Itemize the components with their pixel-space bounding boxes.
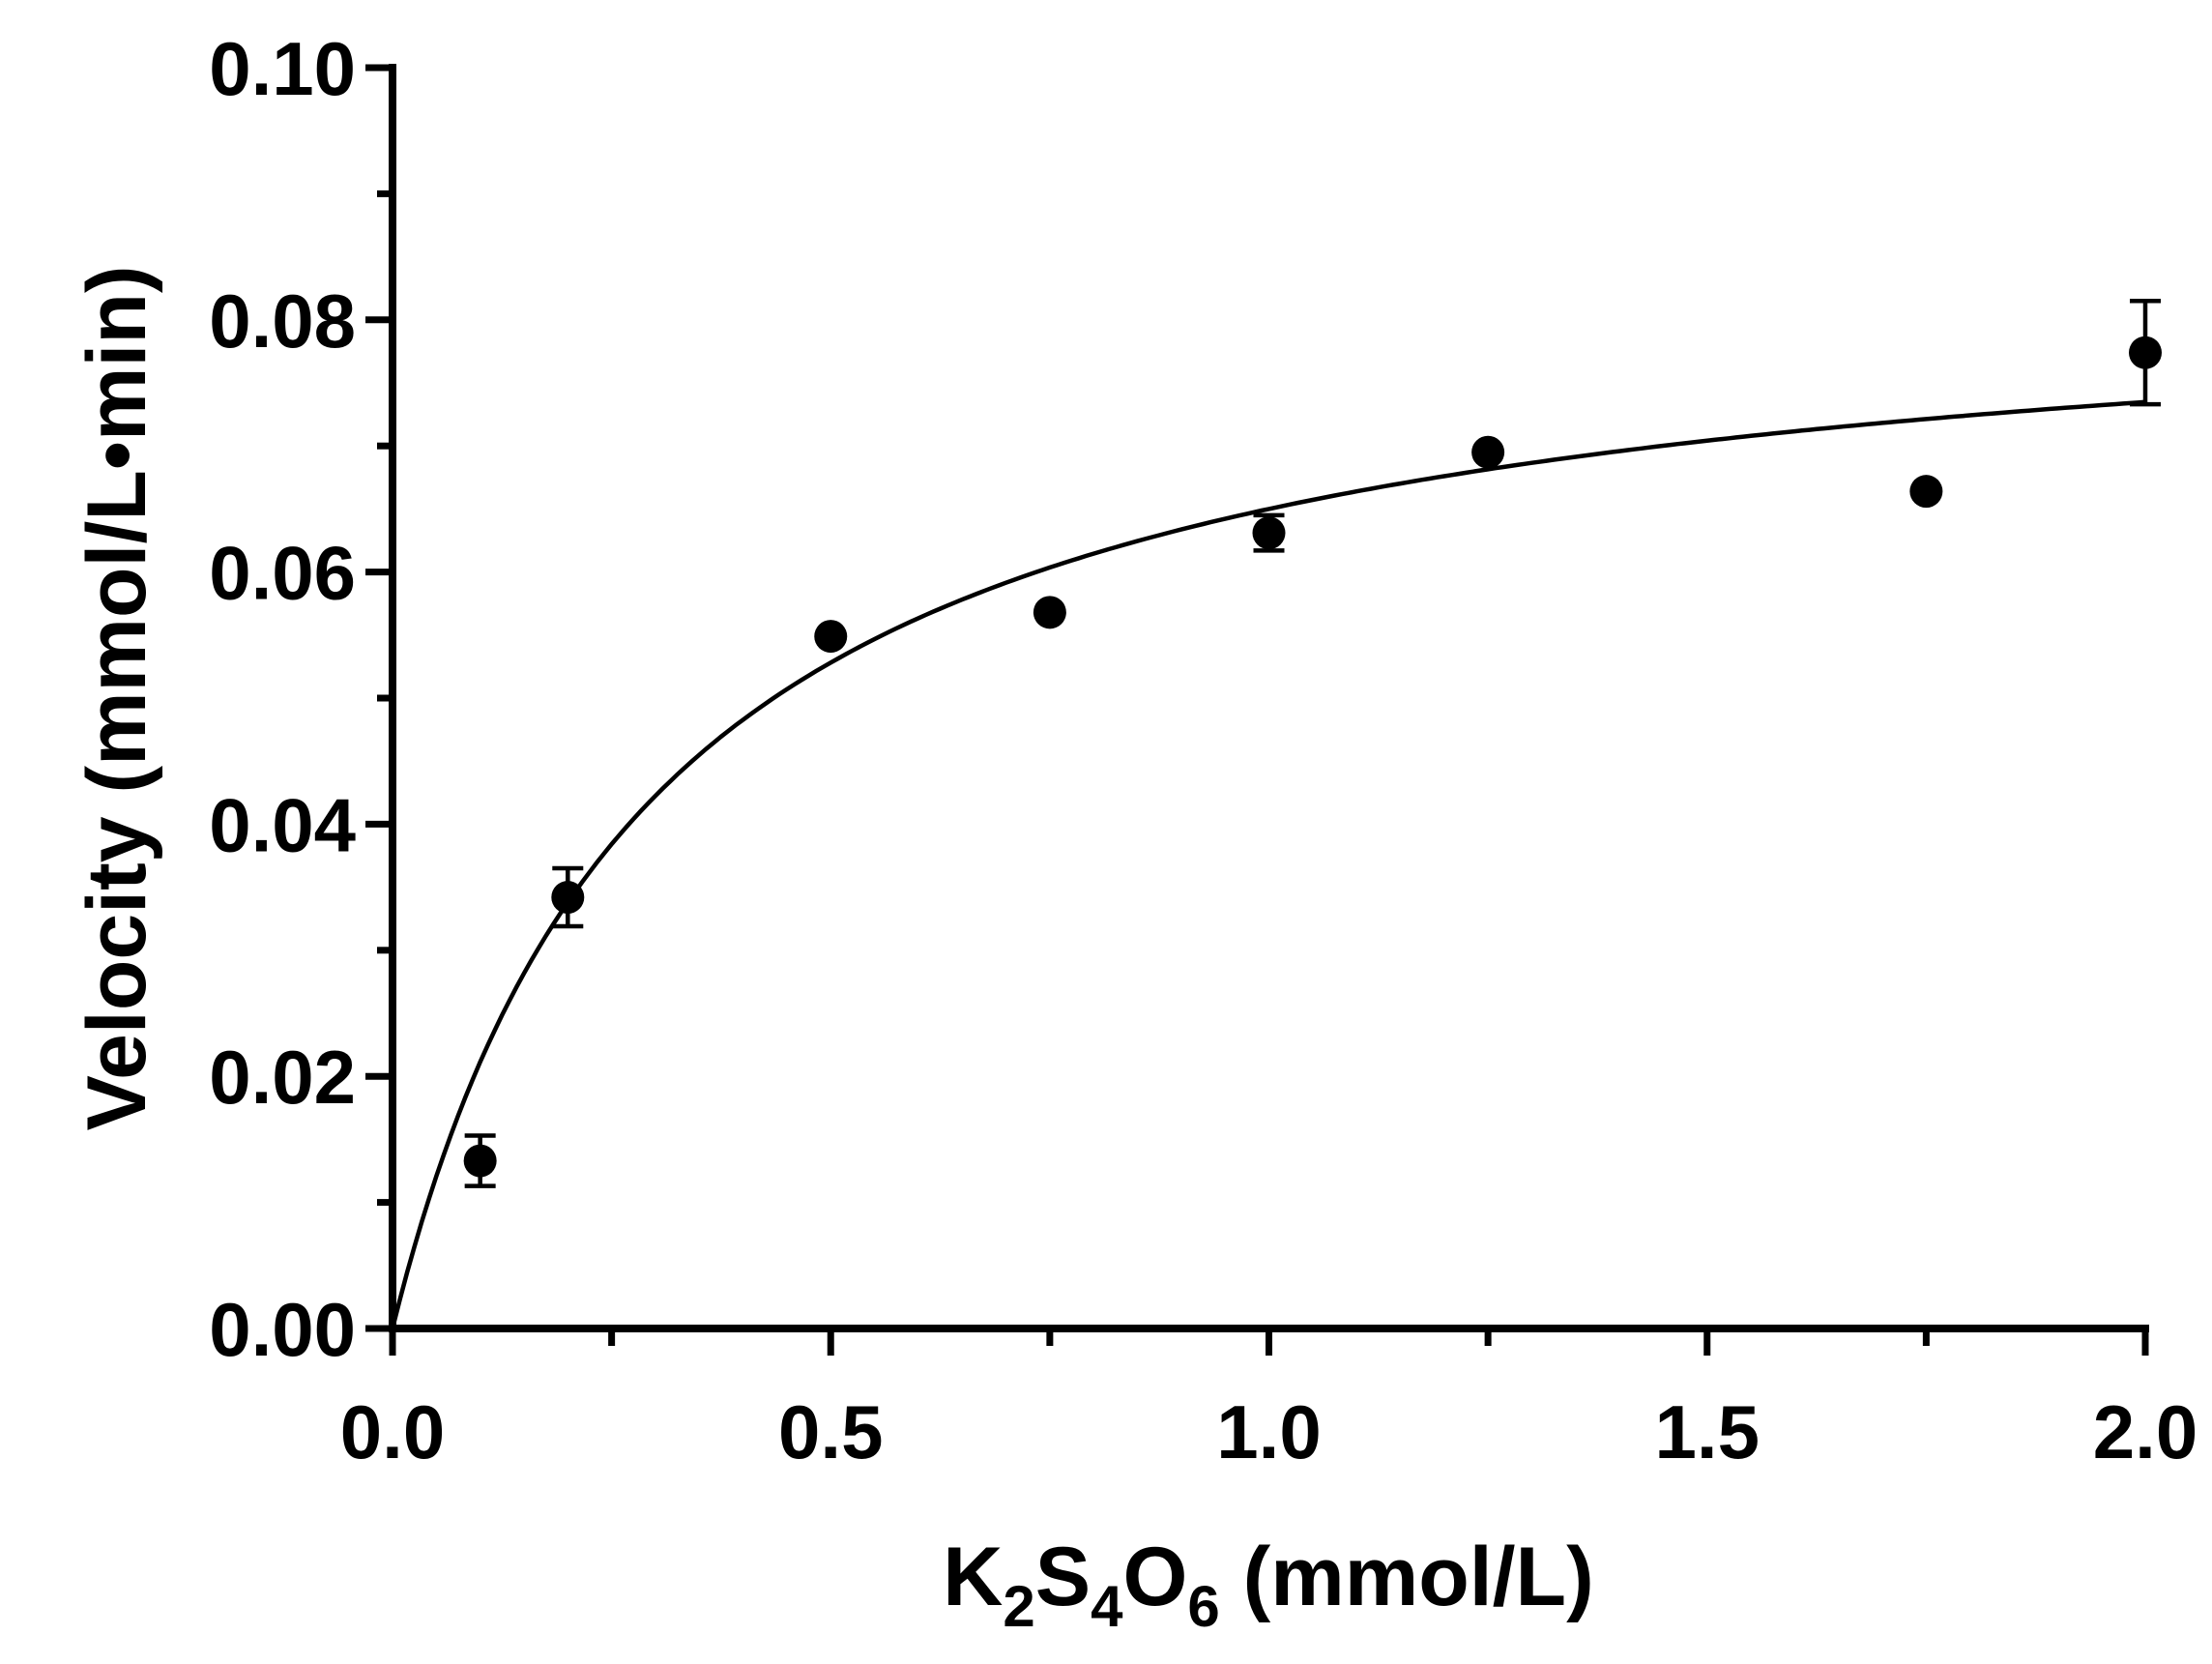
y-tick-label: 0.00 (209, 1287, 356, 1372)
y-tick-label: 0.04 (209, 782, 356, 867)
x-tick-label: 2.0 (2093, 1389, 2197, 1474)
x-axis-title: K2S4O6 (mmol/L) (943, 1531, 1593, 1639)
data-point (1033, 596, 1066, 629)
x-axis-title-unit: (mmol/L) (1220, 1531, 1594, 1623)
x-ticks: 0.0 0.5 1.0 1.5 2.0 (340, 1328, 2197, 1474)
data-point (2129, 336, 2162, 369)
fit-curve-layer (390, 399, 2146, 1329)
x-tick-label: 1.5 (1655, 1389, 1760, 1474)
data-point (814, 620, 848, 654)
data-point (1471, 435, 1505, 469)
data-point (551, 881, 585, 915)
data-point (1252, 516, 1286, 550)
x-axis-title-sub-2: 2 (1003, 1574, 1034, 1639)
data-point (463, 1144, 497, 1178)
axes (389, 64, 2149, 1332)
y-ticks: 0.00 0.02 0.04 0.06 0.08 0.10 (209, 26, 393, 1372)
y-tick-label: 0.10 (209, 26, 356, 111)
x-axis-title-sub-6: 6 (1187, 1574, 1219, 1639)
x-axis-title-s: S (1035, 1531, 1091, 1623)
data-points-layer (463, 298, 2162, 1188)
y-axis-title: Velocity (mmol/L•min) (71, 265, 163, 1130)
x-axis-title-sub-4: 4 (1091, 1574, 1123, 1639)
y-tick-label: 0.08 (209, 278, 356, 364)
fit-curve (390, 399, 2146, 1329)
x-tick-label: 0.0 (340, 1389, 445, 1474)
x-axis-title-o: O (1122, 1531, 1187, 1623)
x-axis-title-k: K (943, 1531, 1003, 1623)
y-tick-label: 0.02 (209, 1035, 356, 1120)
x-tick-label: 1.0 (1216, 1389, 1321, 1474)
x-tick-label: 0.5 (778, 1389, 883, 1474)
y-tick-label: 0.06 (209, 531, 356, 616)
data-point (1909, 475, 1943, 509)
